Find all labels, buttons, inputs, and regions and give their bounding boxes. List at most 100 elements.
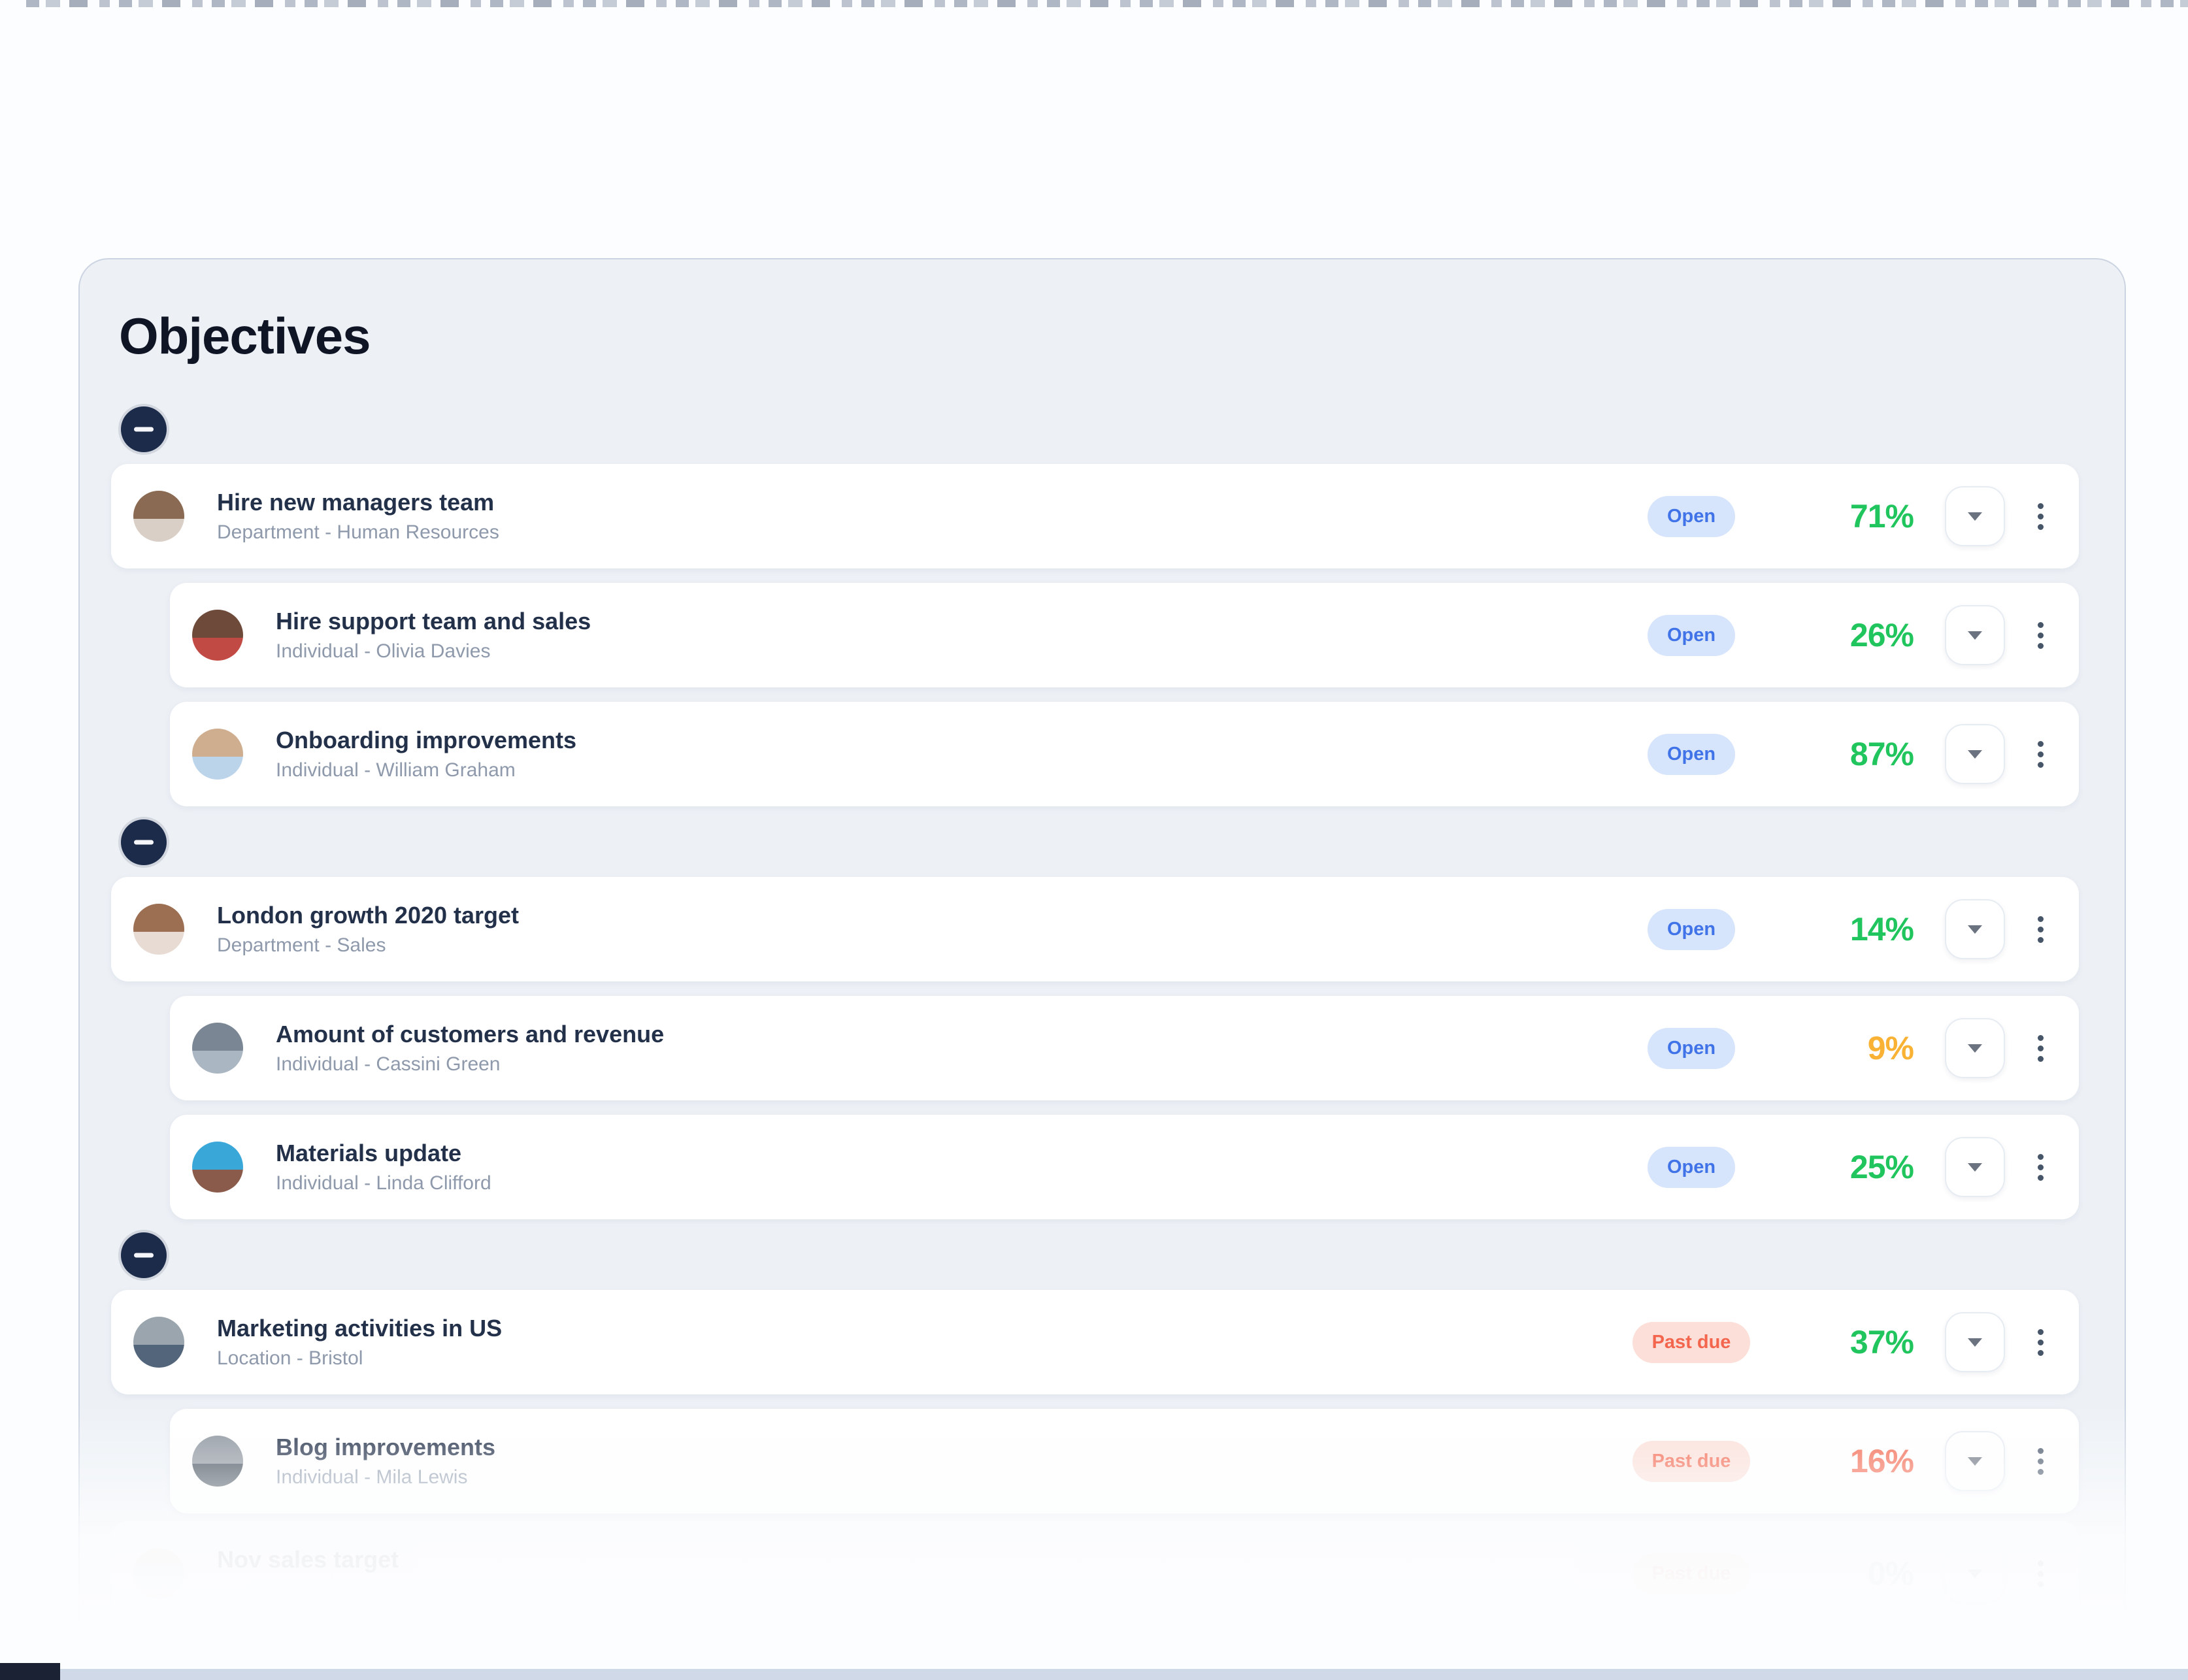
objective-row[interactable]: Materials update Individual - Linda Clif… <box>170 1115 2079 1219</box>
objective-controls: Past due 0% <box>1619 1543 2046 1604</box>
objective-title: Onboarding improvements <box>276 726 577 753</box>
objective-row[interactable]: Marketing activities in US Location - Br… <box>111 1290 2079 1394</box>
avatar <box>133 904 184 955</box>
chevron-down-icon <box>1968 925 1982 934</box>
status-badge: Open <box>1647 1027 1736 1069</box>
objective-title: Blog improvements <box>276 1433 496 1460</box>
objective-controls: Open 9% <box>1619 1018 2046 1078</box>
status-badge: Past due <box>1632 1321 1751 1363</box>
objective-title: London growth 2020 target <box>217 901 520 929</box>
progress-dropdown-button[interactable] <box>1945 486 2005 546</box>
avatar <box>192 729 243 780</box>
top-edge-cropped-content <box>26 0 2188 7</box>
chevron-down-icon <box>1968 512 1982 521</box>
objective-row[interactable]: Hire new managers team Department - Huma… <box>111 464 2079 568</box>
objectives-panel: Objectives Hire new managers team Depart… <box>78 258 2126 1647</box>
progress-dropdown-button[interactable] <box>1945 1018 2005 1078</box>
chevron-down-icon <box>1968 1044 1982 1053</box>
objective-subtitle <box>217 1579 399 1600</box>
kebab-menu-icon[interactable] <box>2035 501 2046 533</box>
progress-dropdown-button[interactable] <box>1945 1312 2005 1372</box>
avatar <box>192 1142 243 1193</box>
kebab-menu-icon[interactable] <box>2035 1445 2046 1477</box>
collapse-group-minus-icon[interactable] <box>121 819 167 865</box>
progress-dropdown-button[interactable] <box>1945 724 2005 784</box>
progress-percent: 26% <box>1849 617 1914 653</box>
kebab-menu-icon[interactable] <box>2035 1326 2046 1359</box>
objective-subtitle: Individual - William Graham <box>276 759 516 781</box>
objective-row[interactable]: Blog improvements Individual - Mila Lewi… <box>170 1409 2079 1513</box>
progress-percent: 71% <box>1849 498 1914 535</box>
chevron-down-icon <box>1968 631 1982 640</box>
objective-subtitle: Individual - Linda Clifford <box>276 1172 491 1194</box>
status-badge: Past due <box>1632 1440 1751 1482</box>
objective-subtitle: Location - Bristol <box>217 1347 363 1369</box>
page-title: Objectives <box>119 307 371 365</box>
objective-controls: Open 26% <box>1619 605 2046 665</box>
objective-texts: Marketing activities in US Location - Br… <box>217 1316 502 1368</box>
progress-percent: 14% <box>1849 911 1914 947</box>
status-badge: Past due <box>1632 1553 1751 1594</box>
progress-percent: 16% <box>1849 1443 1914 1479</box>
status-badge: Open <box>1647 733 1736 775</box>
avatar <box>192 1436 243 1487</box>
progress-dropdown-button[interactable] <box>1945 1543 2005 1604</box>
progress-dropdown-button[interactable] <box>1945 605 2005 665</box>
status-badge: Open <box>1647 1146 1736 1188</box>
objective-subtitle: Department - Sales <box>217 934 386 956</box>
status-badge-box: Open <box>1619 1146 1763 1188</box>
progress-percent: 87% <box>1849 736 1914 772</box>
kebab-menu-icon[interactable] <box>2035 1032 2046 1064</box>
kebab-menu-icon[interactable] <box>2035 738 2046 770</box>
avatar <box>133 1317 184 1368</box>
objective-controls: Open 87% <box>1619 724 2046 784</box>
objective-controls: Past due 37% <box>1619 1312 2046 1372</box>
progress-percent: 0% <box>1867 1555 1914 1592</box>
status-badge: Open <box>1647 614 1736 656</box>
objective-controls: Open 25% <box>1619 1137 2046 1197</box>
objective-texts: London growth 2020 target Department - S… <box>217 903 519 955</box>
status-badge-box: Past due <box>1619 1440 1763 1482</box>
kebab-menu-icon[interactable] <box>2035 1151 2046 1183</box>
avatar <box>133 491 184 542</box>
collapse-group-minus-icon[interactable] <box>121 406 167 452</box>
avatar <box>192 1023 243 1074</box>
chevron-down-icon <box>1968 1569 1982 1578</box>
progress-percent: 25% <box>1849 1149 1914 1185</box>
objective-title: Hire support team and sales <box>276 607 591 634</box>
objective-subtitle: Individual - Cassini Green <box>276 1053 501 1075</box>
objective-title: Marketing activities in US <box>217 1314 503 1342</box>
objective-row[interactable]: Nov sales target Past due 0% <box>111 1521 2079 1626</box>
objective-subtitle: Individual - Olivia Davies <box>276 640 491 662</box>
progress-dropdown-button[interactable] <box>1945 899 2005 959</box>
status-badge: Open <box>1647 908 1736 950</box>
objective-row[interactable]: Hire support team and sales Individual -… <box>170 583 2079 687</box>
objective-controls: Past due 16% <box>1619 1431 2046 1491</box>
chevron-down-icon <box>1968 1457 1982 1466</box>
avatar <box>192 610 243 661</box>
collapse-group-minus-icon[interactable] <box>121 1232 167 1278</box>
objective-subtitle: Individual - Mila Lewis <box>276 1466 468 1488</box>
status-badge-box: Open <box>1619 733 1763 775</box>
kebab-menu-icon[interactable] <box>2035 914 2046 946</box>
objectives-list: Hire new managers team Department - Huma… <box>111 406 2079 1626</box>
progress-percent: 37% <box>1849 1324 1914 1360</box>
avatar <box>133 1548 184 1599</box>
chevron-down-icon <box>1968 1162 1982 1172</box>
objective-controls: Open 14% <box>1619 899 2046 959</box>
progress-dropdown-button[interactable] <box>1945 1137 2005 1197</box>
objective-row[interactable]: London growth 2020 target Department - S… <box>111 877 2079 981</box>
status-badge-box: Open <box>1619 908 1763 950</box>
status-badge-box: Open <box>1619 1027 1763 1069</box>
objective-subtitle: Department - Human Resources <box>217 521 499 543</box>
kebab-menu-icon[interactable] <box>2035 1558 2046 1590</box>
progress-dropdown-button[interactable] <box>1945 1431 2005 1491</box>
kebab-menu-icon[interactable] <box>2035 619 2046 651</box>
objective-row[interactable]: Onboarding improvements Individual - Wil… <box>170 702 2079 806</box>
objective-row[interactable]: Amount of customers and revenue Individu… <box>170 996 2079 1100</box>
status-badge-box: Open <box>1619 614 1763 656</box>
objective-title: Nov sales target <box>217 1546 399 1573</box>
objective-controls: Open 71% <box>1619 486 2046 546</box>
objective-title: Amount of customers and revenue <box>276 1020 665 1047</box>
objective-texts: Materials update Individual - Linda Clif… <box>276 1141 491 1193</box>
